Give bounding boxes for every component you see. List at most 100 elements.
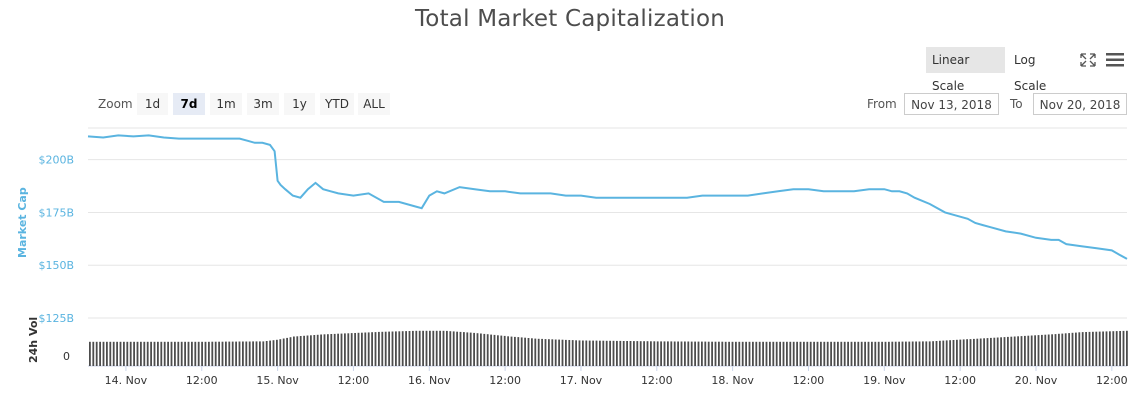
volume-bar: [871, 341, 873, 366]
volume-bar: [809, 341, 812, 366]
volume-bar: [962, 339, 965, 366]
volume-bar: [194, 341, 197, 366]
volume-bar: [541, 338, 543, 366]
volume-bar: [483, 333, 486, 366]
zoom-1m-button[interactable]: 1m: [210, 93, 242, 115]
volume-bar: [704, 341, 707, 366]
volume-bar: [150, 341, 152, 366]
zoom-all-button[interactable]: ALL: [358, 93, 390, 115]
volume-bar: [384, 331, 387, 366]
zoom-ytd-button[interactable]: YTD: [320, 93, 354, 115]
volume-bar: [493, 334, 496, 366]
volume-bar: [928, 341, 931, 366]
volume-bar: [265, 341, 268, 366]
volume-bar: [456, 331, 458, 366]
volume-bar: [405, 331, 407, 366]
volume-bar: [544, 339, 547, 366]
volume-bar: [905, 341, 907, 366]
linear-scale-button[interactable]: Linear Scale: [926, 47, 1005, 93]
volume-bar: [707, 341, 710, 366]
x-tick-label: 12:00: [1096, 374, 1128, 387]
volume-bar: [306, 335, 309, 366]
from-date-input[interactable]: Nov 13, 2018: [904, 93, 999, 115]
volume-bar: [320, 334, 322, 366]
volume-bar: [184, 341, 186, 366]
volume-bar: [510, 336, 513, 366]
volume-bar: [276, 339, 278, 366]
zoom-3m-button[interactable]: 3m: [247, 93, 279, 115]
volume-bar: [1030, 335, 1033, 366]
volume-bar: [701, 341, 703, 366]
volume-bar: [116, 341, 118, 366]
volume-bar: [888, 341, 890, 366]
to-date-input[interactable]: Nov 20, 2018: [1033, 93, 1127, 115]
volume-bar: [653, 341, 656, 366]
volume-bar: [558, 339, 560, 366]
volume-bar: [932, 341, 934, 366]
volume-bar: [966, 339, 968, 366]
x-tick-label: 12:00: [641, 374, 673, 387]
volume-bar: [548, 339, 550, 366]
volume-bar: [469, 332, 472, 366]
volume-bar: [442, 330, 445, 366]
volume-bar: [316, 334, 319, 366]
volume-bar: [823, 341, 826, 366]
volume-bar: [269, 340, 271, 366]
volume-bar: [792, 341, 795, 366]
volume-bar: [1119, 331, 1121, 366]
volume-bar: [721, 341, 724, 366]
volume-bar: [310, 335, 312, 366]
volume-bar: [884, 341, 887, 366]
volume-bar: [772, 341, 775, 366]
volume-bar: [755, 341, 758, 366]
volume-bar: [735, 341, 737, 366]
volume-bar: [959, 339, 962, 366]
volume-bar: [435, 330, 438, 366]
volume-bar: [102, 341, 105, 366]
volume-bar: [833, 341, 836, 366]
volume-bar: [1020, 336, 1023, 366]
zoom-1y-button[interactable]: 1y: [284, 93, 315, 115]
volume-tick-label: 0: [63, 350, 70, 363]
volume-bar: [769, 341, 771, 366]
volume-bar: [126, 341, 129, 366]
volume-bar: [609, 340, 611, 366]
volume-bar: [231, 341, 234, 366]
zoom-7d-button[interactable]: 7d: [173, 93, 205, 115]
volume-bar: [1102, 331, 1104, 366]
volume-bar: [616, 340, 618, 366]
volume-bar: [1051, 334, 1053, 366]
volume-bar: [157, 341, 159, 366]
volume-bar: [1010, 336, 1013, 366]
volume-bar: [724, 341, 727, 366]
volume-bar: [361, 332, 363, 366]
volume-bar: [1088, 331, 1091, 366]
volume-bar: [418, 330, 421, 366]
x-tick-label: 12:00: [489, 374, 521, 387]
volume-bar: [554, 339, 557, 366]
volume-bar: [524, 337, 526, 366]
fullscreen-icon[interactable]: [1079, 52, 1097, 68]
volume-bar: [1105, 331, 1108, 366]
volume-bar: [918, 341, 921, 366]
volume-bar: [401, 331, 404, 366]
volume-bar: [1013, 336, 1016, 366]
volume-bar: [602, 340, 605, 366]
volume-bar: [327, 334, 329, 366]
volume-bar: [180, 341, 183, 366]
volume-bar: [106, 341, 108, 366]
volume-bar: [197, 341, 200, 366]
x-tick-label: 17. Nov: [560, 374, 603, 387]
volume-bar: [711, 341, 713, 366]
volume-bar: [412, 330, 414, 366]
volume-bar: [663, 341, 666, 366]
volume-bar: [245, 341, 248, 366]
volume-bar: [204, 341, 207, 366]
zoom-1d-button[interactable]: 1d: [137, 93, 168, 115]
volume-bar: [745, 341, 747, 366]
menu-icon[interactable]: [1105, 51, 1125, 69]
volume-bar: [898, 341, 900, 366]
volume-bar: [191, 341, 193, 366]
log-scale-button[interactable]: Log Scale: [1014, 53, 1047, 93]
volume-bar: [112, 341, 115, 366]
